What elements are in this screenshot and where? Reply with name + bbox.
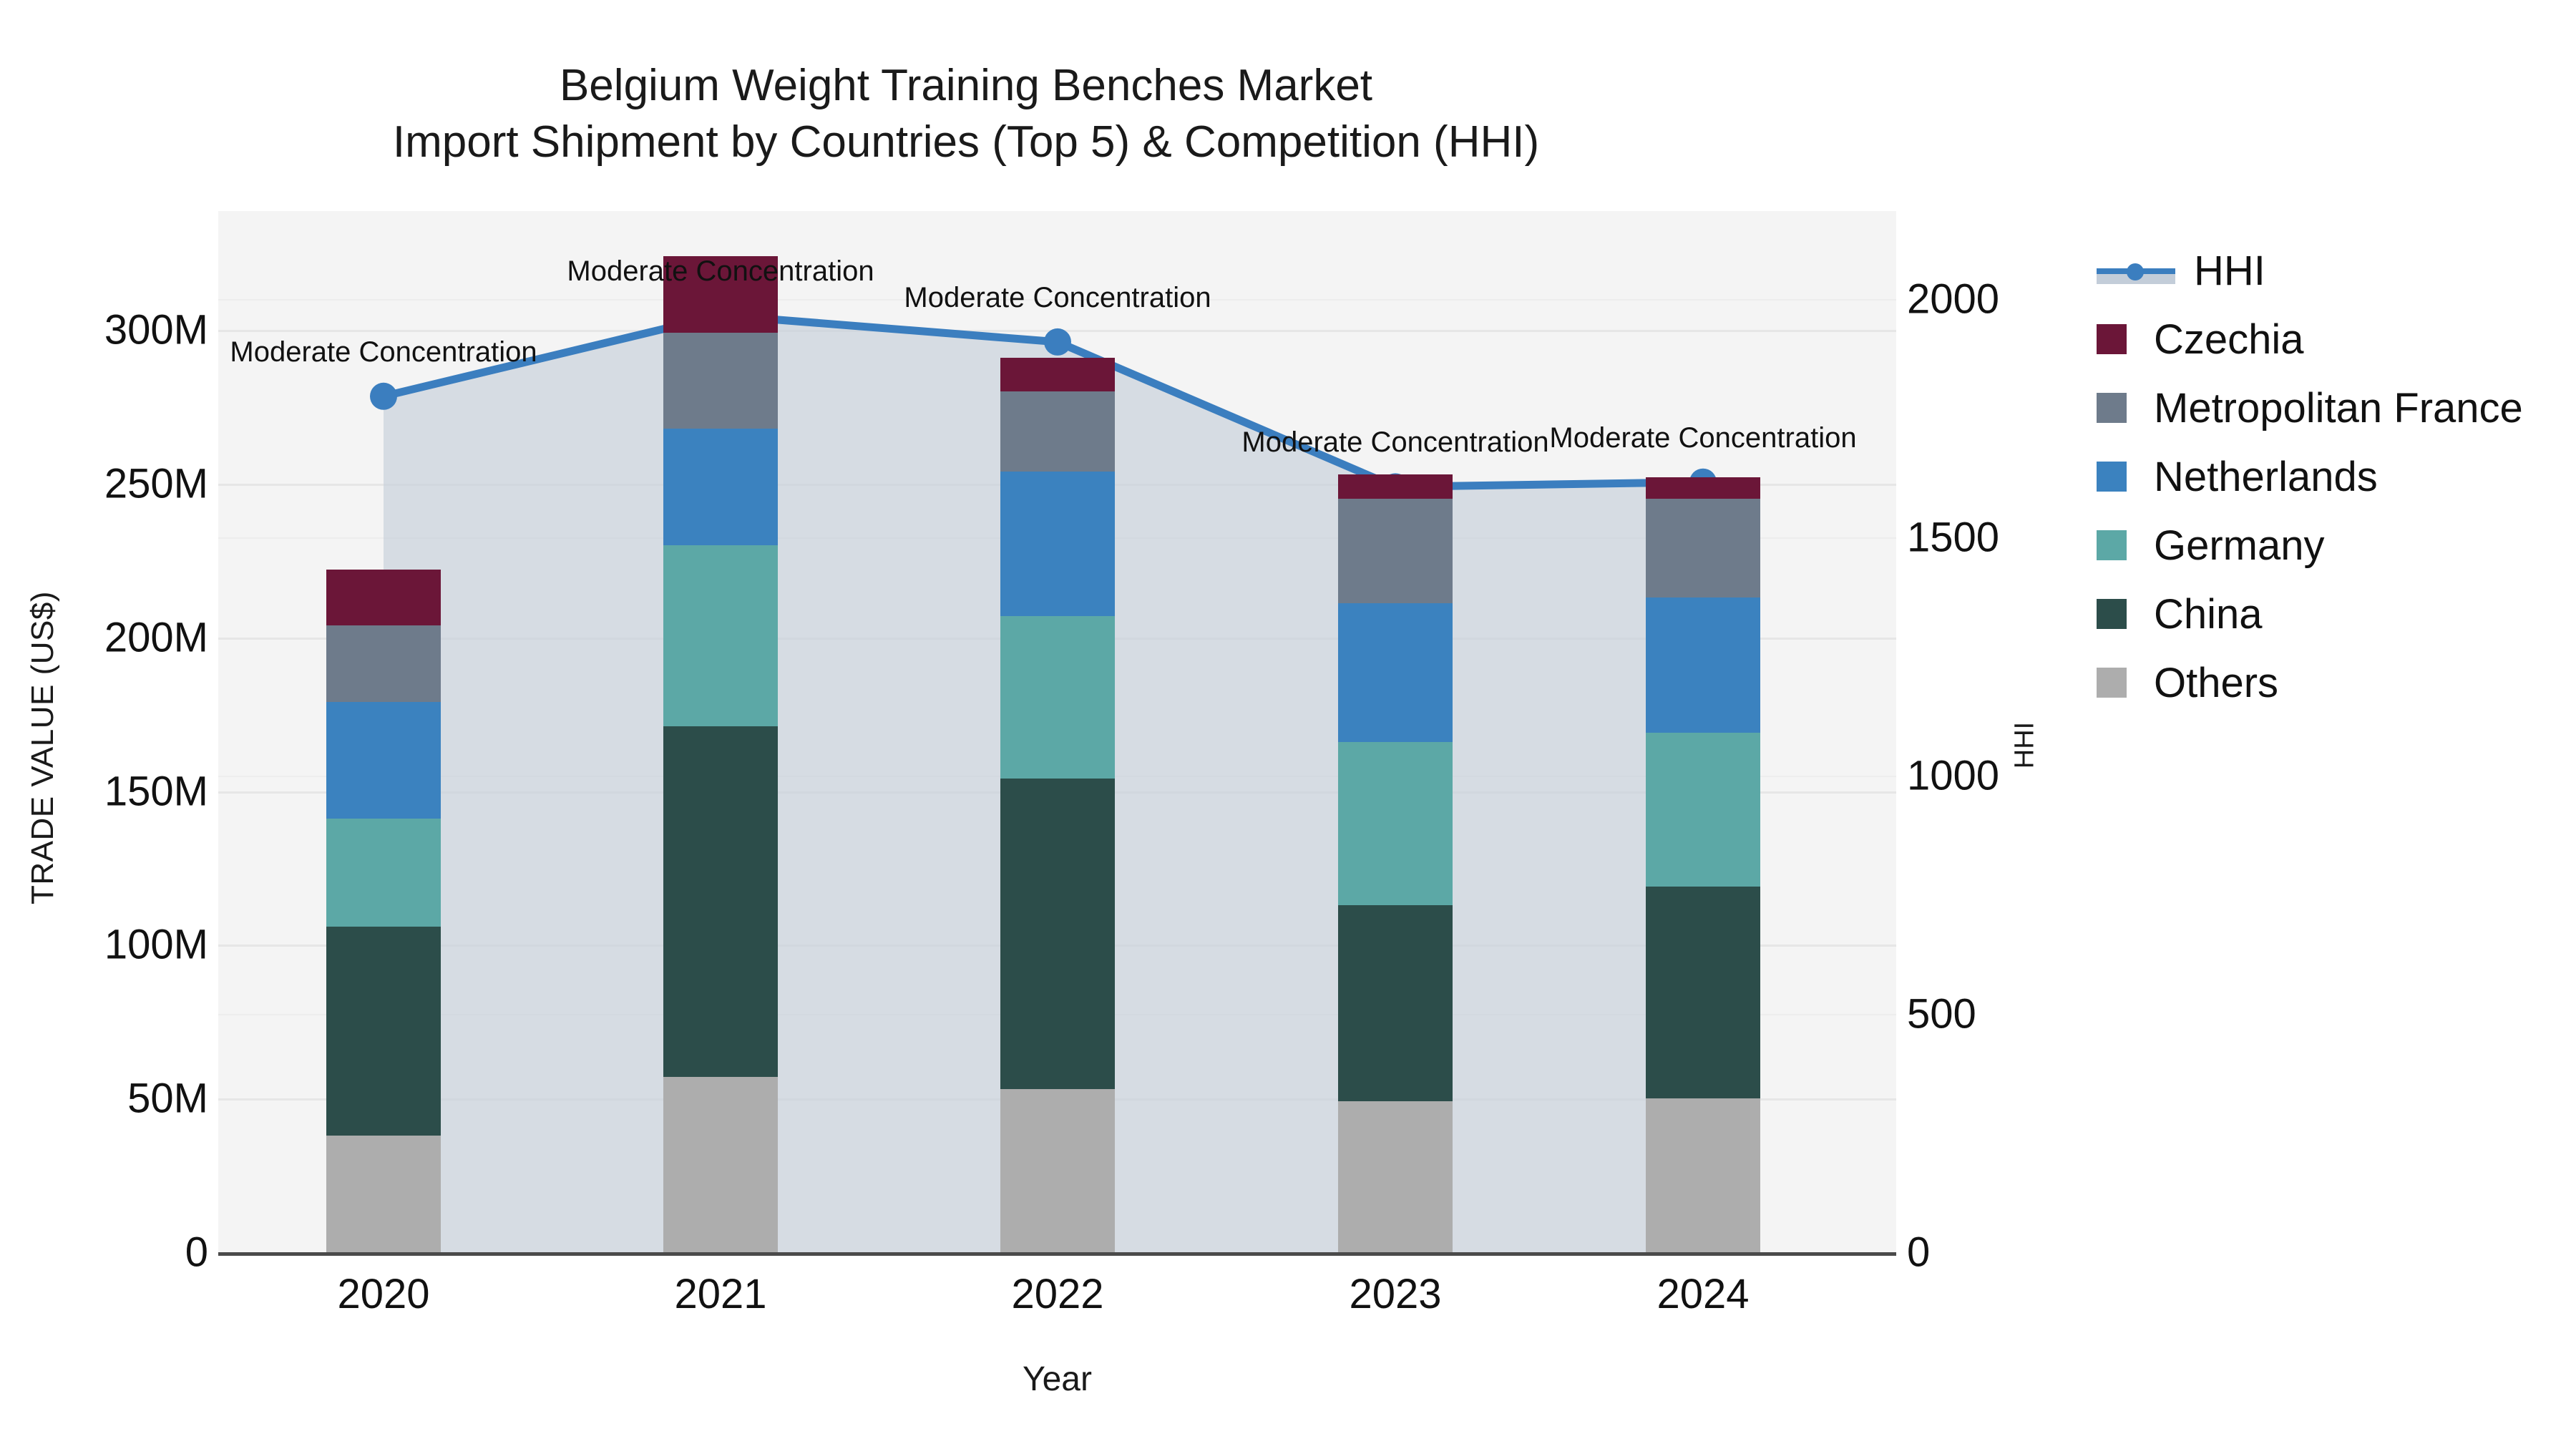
bar-segment-china[interactable] bbox=[1338, 904, 1453, 1102]
chart-title-line1: Belgium Weight Training Benches Market bbox=[559, 61, 1373, 110]
bar-segment-germany[interactable] bbox=[663, 545, 778, 727]
legend-item-germany[interactable]: Germany bbox=[2097, 511, 2523, 580]
x-axis-line bbox=[218, 1252, 1896, 1256]
bar-segment-others[interactable] bbox=[1646, 1098, 1760, 1252]
annotation-2021: Moderate Concentration bbox=[567, 255, 874, 287]
bar-segment-netherlands[interactable] bbox=[1338, 603, 1453, 742]
bar-segment-germany[interactable] bbox=[1646, 732, 1760, 887]
bar-segment-others[interactable] bbox=[1338, 1101, 1453, 1252]
legend-label: Germany bbox=[2154, 522, 2325, 569]
legend-swatch-icon bbox=[2097, 530, 2127, 560]
legend-item-czechia[interactable]: Czechia bbox=[2097, 305, 2523, 374]
bar-segment-others[interactable] bbox=[326, 1135, 441, 1252]
y-axis-left-label: TRADE VALUE (US$) bbox=[25, 591, 60, 904]
bar-segment-china[interactable] bbox=[663, 726, 778, 1078]
gridline-minor bbox=[218, 298, 1896, 301]
y-axis-left-tick: 150M bbox=[104, 768, 208, 815]
annotation-2024: Moderate Concentration bbox=[1549, 421, 1857, 454]
y-axis-right-tick: 500 bbox=[1907, 990, 1976, 1038]
bar-segment-czechia[interactable] bbox=[1338, 474, 1453, 499]
legend-item-others[interactable]: Others bbox=[2097, 648, 2523, 717]
legend-label: Netherlands bbox=[2154, 453, 2378, 500]
bar-segment-metropolitan-france[interactable] bbox=[1338, 499, 1453, 604]
y-axis-right-tick: 0 bbox=[1907, 1229, 1931, 1276]
annotation-2022: Moderate Concentration bbox=[904, 281, 1211, 313]
bar-2020[interactable] bbox=[326, 211, 441, 1252]
chart-legend: HHI Czechia Metropolitan France Netherlands… bbox=[2097, 236, 2523, 717]
stacked-bars bbox=[218, 211, 1896, 1252]
bar-segment-netherlands[interactable] bbox=[663, 428, 778, 545]
legend-label: Metropolitan France bbox=[2154, 384, 2523, 431]
bar-2022[interactable] bbox=[1000, 211, 1115, 1252]
legend-item-metropolitan-france[interactable]: Metropolitan France bbox=[2097, 374, 2523, 442]
bar-segment-czechia[interactable] bbox=[326, 570, 441, 625]
legend-item-china[interactable]: China bbox=[2097, 580, 2523, 648]
bar-segment-czechia[interactable] bbox=[1000, 357, 1115, 392]
bar-segment-china[interactable] bbox=[1000, 779, 1115, 1090]
bar-segment-metropolitan-france[interactable] bbox=[1646, 499, 1760, 597]
chart-title-line2: Import Shipment by Countries (Top 5) & C… bbox=[392, 117, 1540, 167]
y-axis-left-tick: 250M bbox=[104, 460, 208, 507]
bar-segment-netherlands[interactable] bbox=[1000, 471, 1115, 616]
bar-segment-metropolitan-france[interactable] bbox=[663, 333, 778, 429]
bar-segment-netherlands[interactable] bbox=[326, 701, 441, 819]
legend-swatch-icon bbox=[2097, 324, 2127, 354]
bar-segment-metropolitan-france[interactable] bbox=[326, 625, 441, 702]
legend-swatch-icon bbox=[2097, 668, 2127, 698]
legend-label: Others bbox=[2154, 659, 2279, 706]
bar-segment-germany[interactable] bbox=[1338, 741, 1453, 905]
y-axis-right-tick: 1500 bbox=[1907, 514, 2000, 561]
legend-label: Czechia bbox=[2154, 316, 2304, 363]
y-axis-right-ticks: 0 500 1000 1500 2000 bbox=[1907, 0, 2093, 1449]
bar-segment-metropolitan-france[interactable] bbox=[1000, 391, 1115, 472]
x-axis-tick-2020: 2020 bbox=[337, 1271, 430, 1317]
bar-2021[interactable] bbox=[663, 211, 778, 1252]
bar-segment-others[interactable] bbox=[1000, 1089, 1115, 1252]
bar-segment-germany[interactable] bbox=[1000, 615, 1115, 779]
bar-2023[interactable] bbox=[1338, 211, 1453, 1252]
legend-swatch-icon bbox=[2097, 393, 2127, 423]
y-axis-right-label: HHI bbox=[2009, 721, 2040, 769]
bar-segment-czechia[interactable] bbox=[663, 256, 778, 333]
bar-segment-china[interactable] bbox=[1646, 886, 1760, 1099]
legend-item-hhi[interactable]: HHI bbox=[2097, 236, 2523, 305]
legend-swatch-icon bbox=[2097, 462, 2127, 492]
legend-line-marker-icon bbox=[2097, 255, 2175, 286]
legend-label: HHI bbox=[2194, 247, 2265, 294]
annotation-2023: Moderate Concentration bbox=[1241, 426, 1549, 459]
x-axis-tick-2023: 2023 bbox=[1349, 1271, 1442, 1317]
y-axis-right-tick: 2000 bbox=[1907, 275, 2000, 323]
bar-2024[interactable] bbox=[1646, 211, 1760, 1252]
annotation-2020: Moderate Concentration bbox=[230, 336, 537, 368]
x-axis-tick-2024: 2024 bbox=[1657, 1271, 1750, 1317]
x-axis-tick-2021: 2021 bbox=[674, 1271, 767, 1317]
y-axis-left-tick: 200M bbox=[104, 614, 208, 661]
y-axis-left-tick: 100M bbox=[104, 921, 208, 968]
bar-segment-czechia[interactable] bbox=[1646, 477, 1760, 499]
legend-item-netherlands[interactable]: Netherlands bbox=[2097, 442, 2523, 511]
legend-swatch-icon bbox=[2097, 599, 2127, 629]
y-axis-left-tick: 50M bbox=[127, 1075, 208, 1122]
bar-segment-china[interactable] bbox=[326, 926, 441, 1136]
y-axis-left-tick: 0 bbox=[185, 1229, 208, 1276]
x-axis-label: Year bbox=[1023, 1360, 1092, 1398]
legend-label: China bbox=[2154, 590, 2263, 638]
y-axis-right-tick: 1000 bbox=[1907, 752, 2000, 799]
x-axis-tick-2022: 2022 bbox=[1011, 1271, 1104, 1317]
y-axis-left-ticks: 0 50M 100M 150M 200M 250M 300M bbox=[0, 0, 210, 1449]
bar-segment-netherlands[interactable] bbox=[1646, 597, 1760, 733]
bar-segment-germany[interactable] bbox=[326, 819, 441, 927]
y-axis-left-tick: 300M bbox=[104, 306, 208, 353]
bar-segment-others[interactable] bbox=[663, 1077, 778, 1252]
legend-line-dot bbox=[2127, 263, 2144, 280]
chart-title: Belgium Weight Training Benches Market I… bbox=[0, 57, 1932, 171]
